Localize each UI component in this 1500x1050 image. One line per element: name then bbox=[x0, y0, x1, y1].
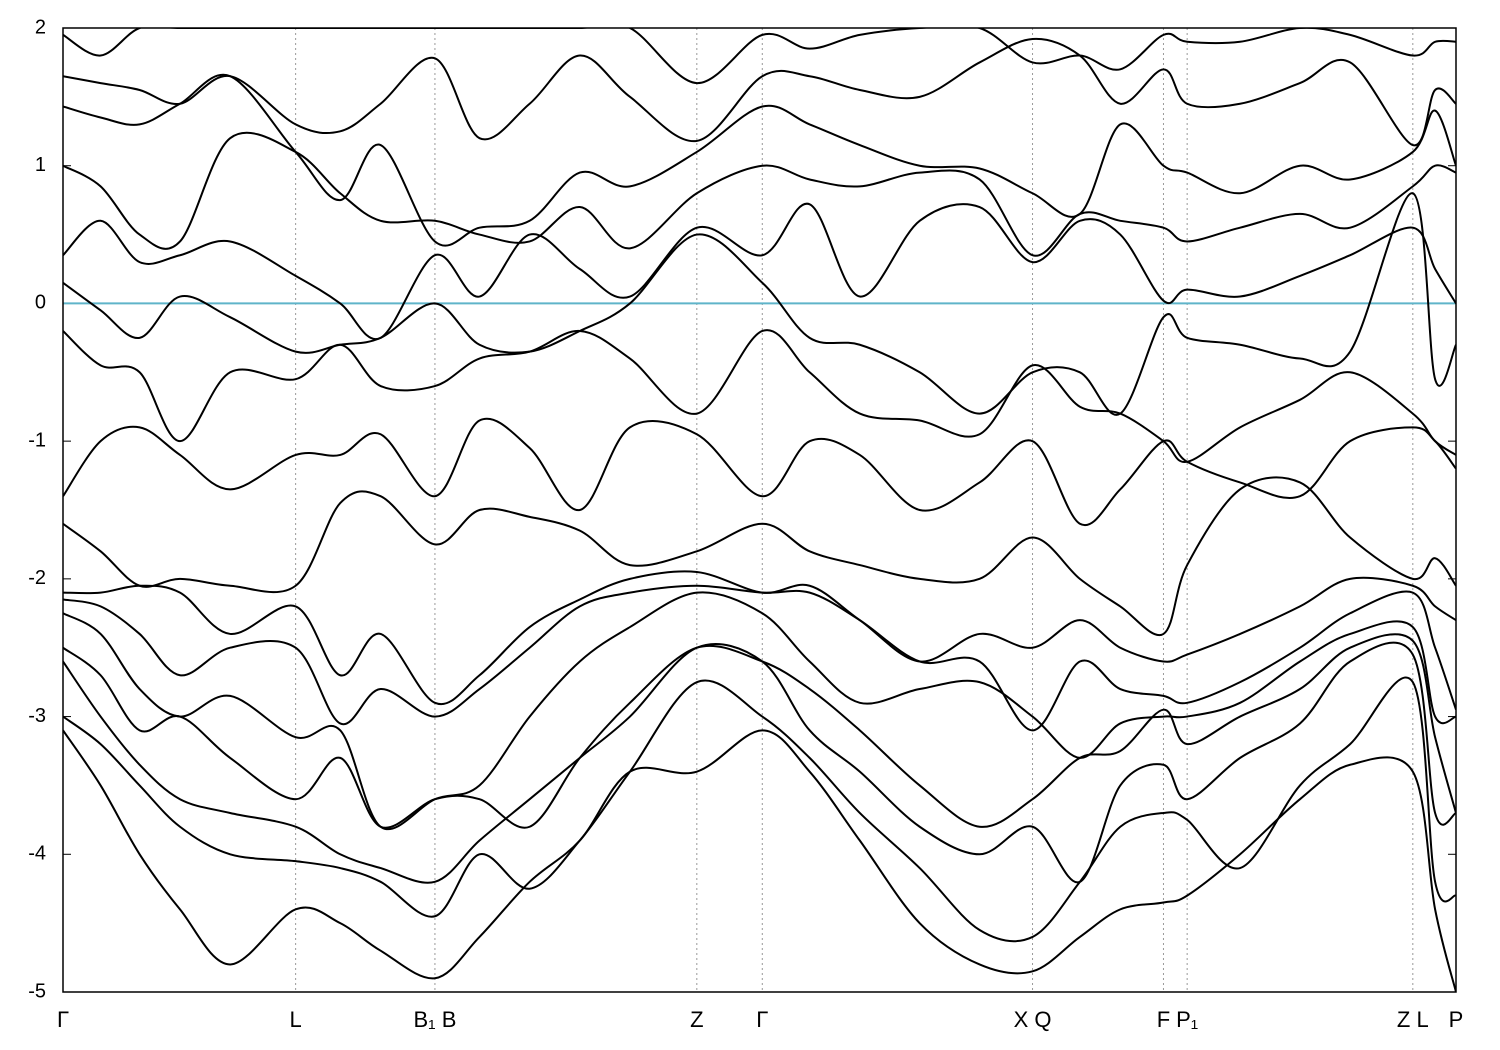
x-tick-label: Γ bbox=[57, 1007, 69, 1032]
x-tick-label: X Q bbox=[1014, 1007, 1052, 1032]
band-line bbox=[63, 73, 1456, 247]
band-line bbox=[63, 202, 1456, 341]
y-tick-label: -3 bbox=[28, 705, 46, 727]
band-line bbox=[63, 584, 1456, 732]
plot-frame bbox=[62, 27, 1457, 993]
y-tick-label: 0 bbox=[35, 292, 46, 314]
x-tick-label: F bbox=[1157, 1007, 1170, 1032]
y-tick-label: -2 bbox=[28, 567, 46, 589]
y-tick-label: -5 bbox=[28, 980, 46, 1002]
y-tick-label: 1 bbox=[35, 154, 46, 176]
band-line bbox=[63, 28, 1456, 85]
y-tick-label: 2 bbox=[35, 16, 46, 38]
band-line bbox=[63, 131, 1456, 257]
x-tick-label: L bbox=[290, 1007, 302, 1032]
band-line bbox=[63, 476, 1456, 637]
x-tick-label: Z bbox=[690, 1007, 703, 1032]
band-line bbox=[63, 729, 1456, 992]
band-line bbox=[63, 37, 1456, 147]
x-tick-label: Z L bbox=[1397, 1007, 1429, 1032]
x-tick-label: P bbox=[1449, 1007, 1464, 1032]
bands bbox=[63, 28, 1456, 992]
labels: -5 -4 -3 -2 -1 0 1 2 Γ L B₁ B Z Γ X Q F P₁ Z L P bbox=[28, 16, 1463, 1032]
band-line bbox=[63, 591, 1456, 831]
band-line bbox=[63, 633, 1456, 829]
x-tick-label: P₁ bbox=[1176, 1007, 1198, 1032]
band-line bbox=[63, 676, 1456, 943]
x-tick-label: Γ bbox=[756, 1007, 768, 1032]
y-tick-label: -1 bbox=[28, 429, 46, 451]
band-line bbox=[63, 417, 1456, 527]
band-line bbox=[63, 329, 1456, 463]
x-tick-label: B₁ B bbox=[413, 1007, 456, 1032]
band-line bbox=[63, 192, 1456, 416]
y-tick-label: -4 bbox=[28, 843, 46, 865]
band-line bbox=[63, 641, 1456, 884]
